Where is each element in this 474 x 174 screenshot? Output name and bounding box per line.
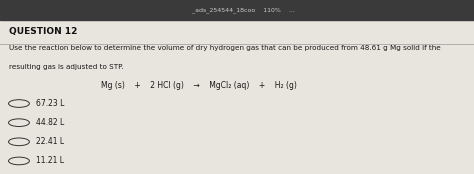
Text: Use the reaction below to determine the volume of dry hydrogen gas that can be p: Use the reaction below to determine the … [9, 45, 441, 51]
Text: 67.23 L: 67.23 L [36, 99, 64, 108]
Text: 11.21 L: 11.21 L [36, 156, 64, 165]
Bar [0, 20, 474, 174]
Text: _ads_254544_18coo    110%    ...: _ads_254544_18coo 110% ... [180, 7, 294, 13]
Text: 22.41 L: 22.41 L [36, 137, 64, 146]
Text: Mg (s)    +    2 HCl (g)    →    MgCl₂ (aq)    +    H₂ (g): Mg (s) + 2 HCl (g) → MgCl₂ (aq) + H₂ (g) [101, 81, 297, 90]
Text: 44.82 L: 44.82 L [36, 118, 64, 127]
Text: resulting gas is adjusted to STP.: resulting gas is adjusted to STP. [9, 64, 124, 69]
Bar [0, 0, 474, 20]
Text: QUESTION 12: QUESTION 12 [9, 27, 78, 36]
